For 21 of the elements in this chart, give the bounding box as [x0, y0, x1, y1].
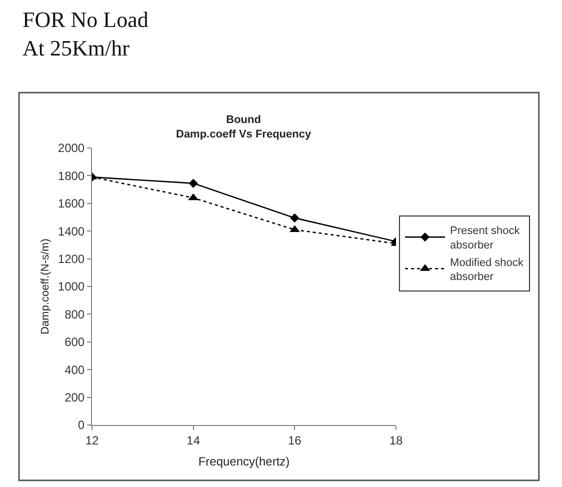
x-axis-title: Frequency(hertz) — [198, 454, 290, 468]
x-tick-label: 16 — [288, 433, 302, 448]
legend-label: Modified shock absorber — [450, 256, 524, 284]
chart-subtitle: Bound Damp.coeff Vs Frequency — [176, 114, 312, 140]
y-tick-label: 1800 — [58, 168, 85, 183]
y-tick-label: 2000 — [58, 141, 85, 156]
y-tick-label: 600 — [64, 335, 85, 350]
y-tick-label: 1600 — [58, 196, 85, 211]
y-tick-label: 800 — [64, 307, 85, 322]
legend-label: Present shock absorber — [450, 225, 520, 252]
y-axis-title: Damp.coeff.(N-s/m) — [40, 238, 52, 334]
x-tick-label: 12 — [85, 433, 99, 448]
chart-title: FOR No Load At 25Km/hr — [22, 6, 148, 60]
y-tick-label: 1400 — [58, 224, 85, 238]
y-tick-label: 1000 — [58, 280, 85, 294]
y-tick-label: 400 — [64, 362, 85, 377]
y-tick-label: 0 — [78, 418, 85, 432]
y-tick-label: 200 — [64, 390, 85, 404]
x-tick-label: 14 — [186, 433, 200, 448]
x-tick-label: 18 — [389, 433, 403, 448]
y-tick-label: 1200 — [58, 252, 85, 266]
